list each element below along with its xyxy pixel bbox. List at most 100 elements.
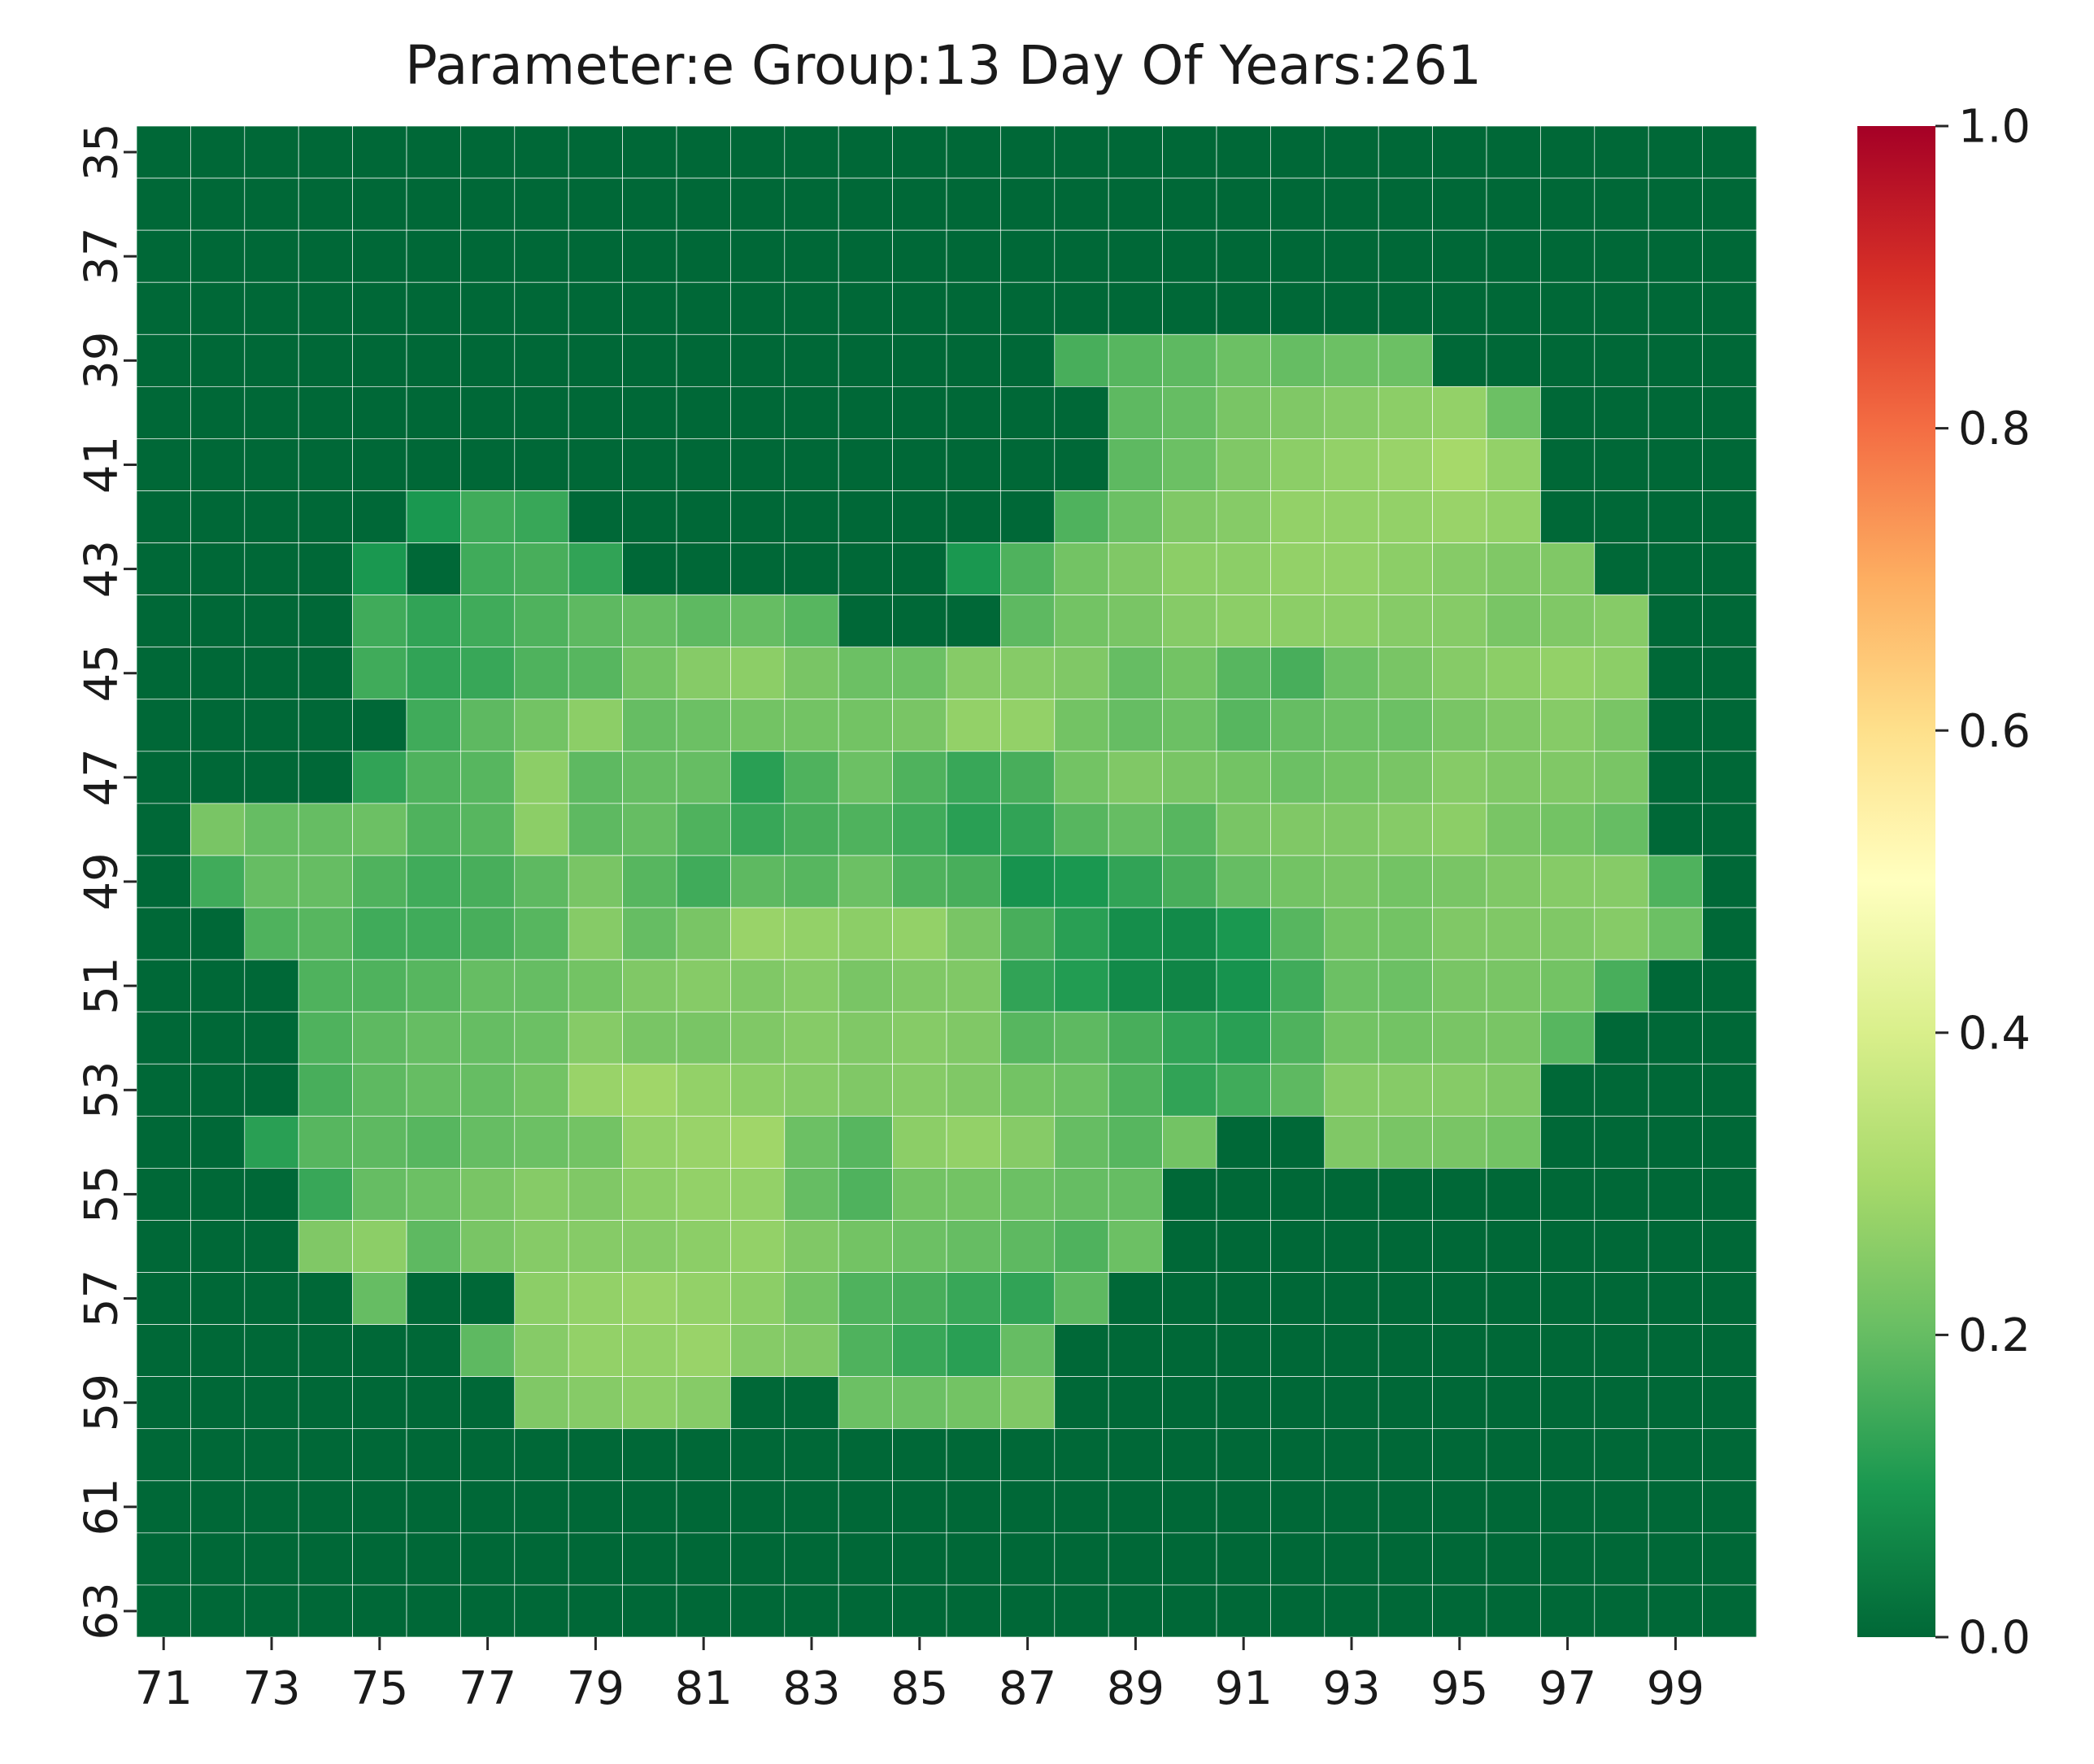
heatmap-cell — [1270, 907, 1326, 960]
heatmap-cell — [190, 177, 246, 231]
heatmap-cell — [784, 1220, 839, 1273]
heatmap-cell — [406, 1115, 461, 1169]
heatmap-cell — [568, 1376, 623, 1430]
x-tick-label: 85 — [890, 1662, 948, 1715]
heatmap-cell — [514, 699, 569, 752]
heatmap-cell — [1108, 1584, 1163, 1638]
heatmap-cell — [298, 803, 353, 856]
heatmap-cell — [568, 490, 623, 543]
heatmap-cell — [838, 803, 893, 856]
heatmap-cell — [298, 1584, 353, 1638]
heatmap-cell — [1054, 1376, 1109, 1430]
heatmap-cell — [1486, 751, 1541, 804]
heatmap-cell — [946, 1376, 1001, 1430]
heatmap-cell — [730, 1532, 786, 1586]
heatmap-cell — [190, 699, 246, 752]
heatmap-cell — [676, 959, 731, 1013]
heatmap-cell — [1540, 803, 1596, 856]
heatmap-cell — [1108, 1063, 1163, 1117]
colorbar: 0.0 0.2 0.4 0.6 0.8 1.0 — [1857, 101, 2031, 1665]
y-tick-label: 59 — [76, 1374, 128, 1431]
heatmap-cell — [838, 177, 893, 231]
heatmap-cell — [892, 1011, 947, 1065]
heatmap-cell — [1540, 1584, 1596, 1638]
heatmap-cell — [1648, 177, 1703, 231]
heatmap-cell — [1378, 281, 1433, 335]
heatmap-cell — [1486, 595, 1541, 648]
heatmap-cell — [1594, 595, 1649, 648]
heatmap-cell — [622, 1272, 677, 1325]
heatmap-cell — [244, 855, 299, 908]
heatmap-cell — [406, 1011, 461, 1065]
y-tick-label: 49 — [76, 852, 128, 910]
heatmap-cell — [730, 751, 786, 804]
heatmap-cell — [1378, 125, 1433, 179]
heatmap-cell — [352, 125, 407, 179]
heatmap-cell — [406, 281, 461, 335]
heatmap-cell — [1648, 542, 1703, 595]
heatmap-cell — [1216, 1376, 1271, 1430]
heatmap-cell — [514, 1376, 569, 1430]
heatmap-cell — [568, 751, 623, 804]
heatmap-cell — [190, 959, 246, 1013]
heatmap-cell — [1108, 1168, 1163, 1221]
heatmap-cell — [1378, 1011, 1433, 1065]
heatmap-cell — [1378, 1532, 1433, 1586]
heatmap-cell — [244, 959, 299, 1013]
heatmap-cell — [568, 1115, 623, 1169]
heatmap-cell — [1486, 1063, 1541, 1117]
heatmap-cell — [1324, 699, 1379, 752]
heatmap-cell — [676, 1220, 731, 1273]
heatmap-cell — [1000, 907, 1056, 960]
heatmap-cell — [838, 1584, 893, 1638]
heatmap-cell — [1486, 1011, 1541, 1065]
heatmap-cell — [244, 1428, 299, 1482]
x-tick-label: 73 — [242, 1662, 300, 1715]
heatmap-cell — [1540, 699, 1596, 752]
heatmap-cell — [622, 699, 677, 752]
heatmap-cell — [1432, 125, 1487, 179]
heatmap-cell — [406, 647, 461, 700]
heatmap-cell — [1594, 438, 1649, 491]
heatmap-cell — [190, 803, 246, 856]
heatmap-cell — [190, 333, 246, 387]
heatmap-cell — [1648, 1532, 1703, 1586]
heatmap-cell — [1432, 959, 1487, 1013]
heatmap-cell — [1648, 1063, 1703, 1117]
heatmap-cell — [730, 699, 786, 752]
heatmap-cell — [1000, 281, 1056, 335]
heatmap-cell — [352, 1063, 407, 1117]
x-tick-label: 91 — [1215, 1662, 1273, 1715]
colorbar-tick-label: 0.8 — [1958, 403, 2031, 455]
heatmap-cell — [298, 647, 353, 700]
heatmap-cell — [784, 1376, 839, 1430]
heatmap-cell — [568, 1063, 623, 1117]
heatmap-cell — [244, 1168, 299, 1221]
heatmap-cell — [676, 1115, 731, 1169]
heatmap-cell — [1270, 1480, 1326, 1534]
heatmap-cell — [1648, 490, 1703, 543]
heatmap-cell — [1054, 385, 1109, 439]
heatmap-cell — [352, 542, 407, 595]
heatmap-cell — [946, 647, 1001, 700]
heatmap-cell — [1216, 1532, 1271, 1586]
heatmap-cell — [568, 1272, 623, 1325]
heatmap-cell — [136, 229, 191, 283]
heatmap-cell — [1702, 647, 1757, 700]
heatmap-cell — [460, 1532, 516, 1586]
heatmap-cell — [1108, 959, 1163, 1013]
heatmap-cell — [1270, 229, 1326, 283]
heatmap-cell — [1000, 1584, 1056, 1638]
heatmap-cell — [676, 1532, 731, 1586]
heatmap-cell — [136, 1532, 191, 1586]
chart-title: Parameter:e Group:13 Day Of Years:261 — [405, 34, 1482, 97]
heatmap-cell — [892, 1063, 947, 1117]
heatmap-cell — [1648, 125, 1703, 179]
heatmap-cell — [1054, 595, 1109, 648]
heatmap-cell — [784, 907, 839, 960]
heatmap-cell — [1162, 751, 1217, 804]
heatmap-cell — [1594, 1324, 1649, 1378]
heatmap-cell — [298, 1063, 353, 1117]
heatmap-cell — [838, 385, 893, 439]
heatmap-cell — [1108, 229, 1163, 283]
